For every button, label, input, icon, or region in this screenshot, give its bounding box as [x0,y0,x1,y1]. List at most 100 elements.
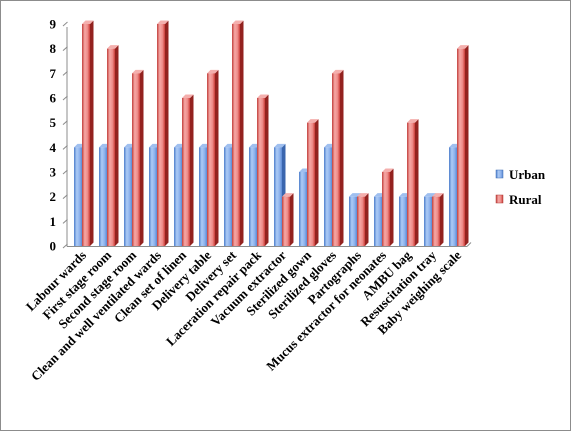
bar-top-face [207,69,219,74]
bar-top-face [457,45,469,49]
bar-front-face [424,196,432,246]
bar-front-face [249,147,257,246]
bar-top-face [424,193,436,197]
bar-front-face [224,147,232,246]
bar-rural-15 [457,45,469,246]
bar-front-face [399,196,407,246]
bar-front-face [274,147,282,246]
bar-front-face [232,24,240,246]
y-tick-label: 5 [50,115,57,130]
bar-top-face [382,168,394,172]
legend-label-rural: Rural [509,192,542,207]
bar-rural-10 [332,69,344,246]
bar-top-face [307,119,319,123]
bar-rural-13 [407,119,419,246]
y-tick-mark [62,70,68,76]
legend-swatch-rural [495,194,504,204]
bar-top-face [157,20,169,24]
bar-front-face [407,122,415,246]
bar-top-face [332,69,344,74]
y-tick-mark [62,194,68,200]
bar-top-face [407,119,419,123]
bar-front-face [157,24,165,246]
y-tick-mark [62,144,68,150]
bar-front-face [324,147,332,246]
bar-rural-7 [257,94,269,246]
y-tick-label: 9 [50,17,57,32]
bar-rural-11 [357,193,369,246]
bar-front-face [199,147,207,246]
bar-front-face [257,98,265,246]
legend-item-urban: Urban [495,167,546,182]
bar-front-face [149,147,157,246]
y-tick-mark [62,46,68,52]
bar-top-face [274,143,286,148]
bar-side-face [365,193,369,246]
bar-front-face [357,196,365,246]
bar-rural-14 [432,193,444,246]
bar-front-face [332,73,340,246]
bar-front-face [124,147,132,246]
bar-top-face [282,193,294,197]
bar-top-face [257,94,269,98]
bars [74,20,469,246]
bar-front-face [457,48,465,246]
bar-top-face [232,20,244,24]
bar-side-face [290,193,294,246]
bar-side-face [215,69,219,246]
y-axis-tick-labels: 0 1 2 3 4 5 6 7 8 9 [50,17,68,254]
bar-rural-6 [232,20,244,246]
bar-side-face [165,20,169,246]
bar-top-face [132,69,144,74]
bar-front-face [174,147,182,246]
bar-side-face [390,168,394,246]
bar-top-face [357,193,369,197]
floor-depth-edge [466,242,472,247]
bar-front-face [282,196,290,246]
bar-rural-3 [157,20,169,246]
legend-label-urban: Urban [509,167,546,182]
bar-front-face [132,73,140,246]
bar-side-face [265,94,269,246]
y-tick-mark [62,218,68,224]
bar-top-face [182,94,194,98]
bar-side-face [440,193,444,246]
bar-top-face [432,193,444,197]
bar-side-face [340,69,344,246]
bar-front-face [107,48,115,246]
bar-rural-2 [132,69,144,246]
bar-top-face [82,20,94,24]
legend-item-rural: Rural [495,192,542,207]
bar-top-face [349,193,361,197]
bar-rural-9 [307,119,319,246]
y-tick-mark [62,95,68,101]
bar-rural-12 [382,168,394,246]
bar-rural-5 [207,69,219,246]
bar-front-face [99,147,107,246]
legend-swatch-urban [495,169,504,179]
bar-rural-8 [282,193,294,246]
axes [66,27,472,247]
legend: Urban Rural [495,167,546,207]
y-tick-mark [62,243,68,249]
bar-rural-4 [182,94,194,246]
bar-side-face [140,69,144,246]
y-tick-label: 2 [50,189,57,204]
bar-front-face [382,172,390,246]
y-tick-label: 6 [50,91,57,106]
bar-front-face [299,172,307,246]
y-tick-label: 4 [50,140,57,155]
bar-front-face [82,24,90,246]
y-tick-label: 3 [50,165,57,180]
bar-side-face [415,119,419,246]
bar-side-face [115,45,119,246]
bar-front-face [432,196,440,246]
bar-rural-0 [82,20,94,246]
bar-side-face [190,94,194,246]
y-tick-label: 0 [50,239,57,254]
bar-front-face [349,196,357,246]
y-tick-mark [62,21,68,27]
y-tick-label: 7 [50,66,57,81]
